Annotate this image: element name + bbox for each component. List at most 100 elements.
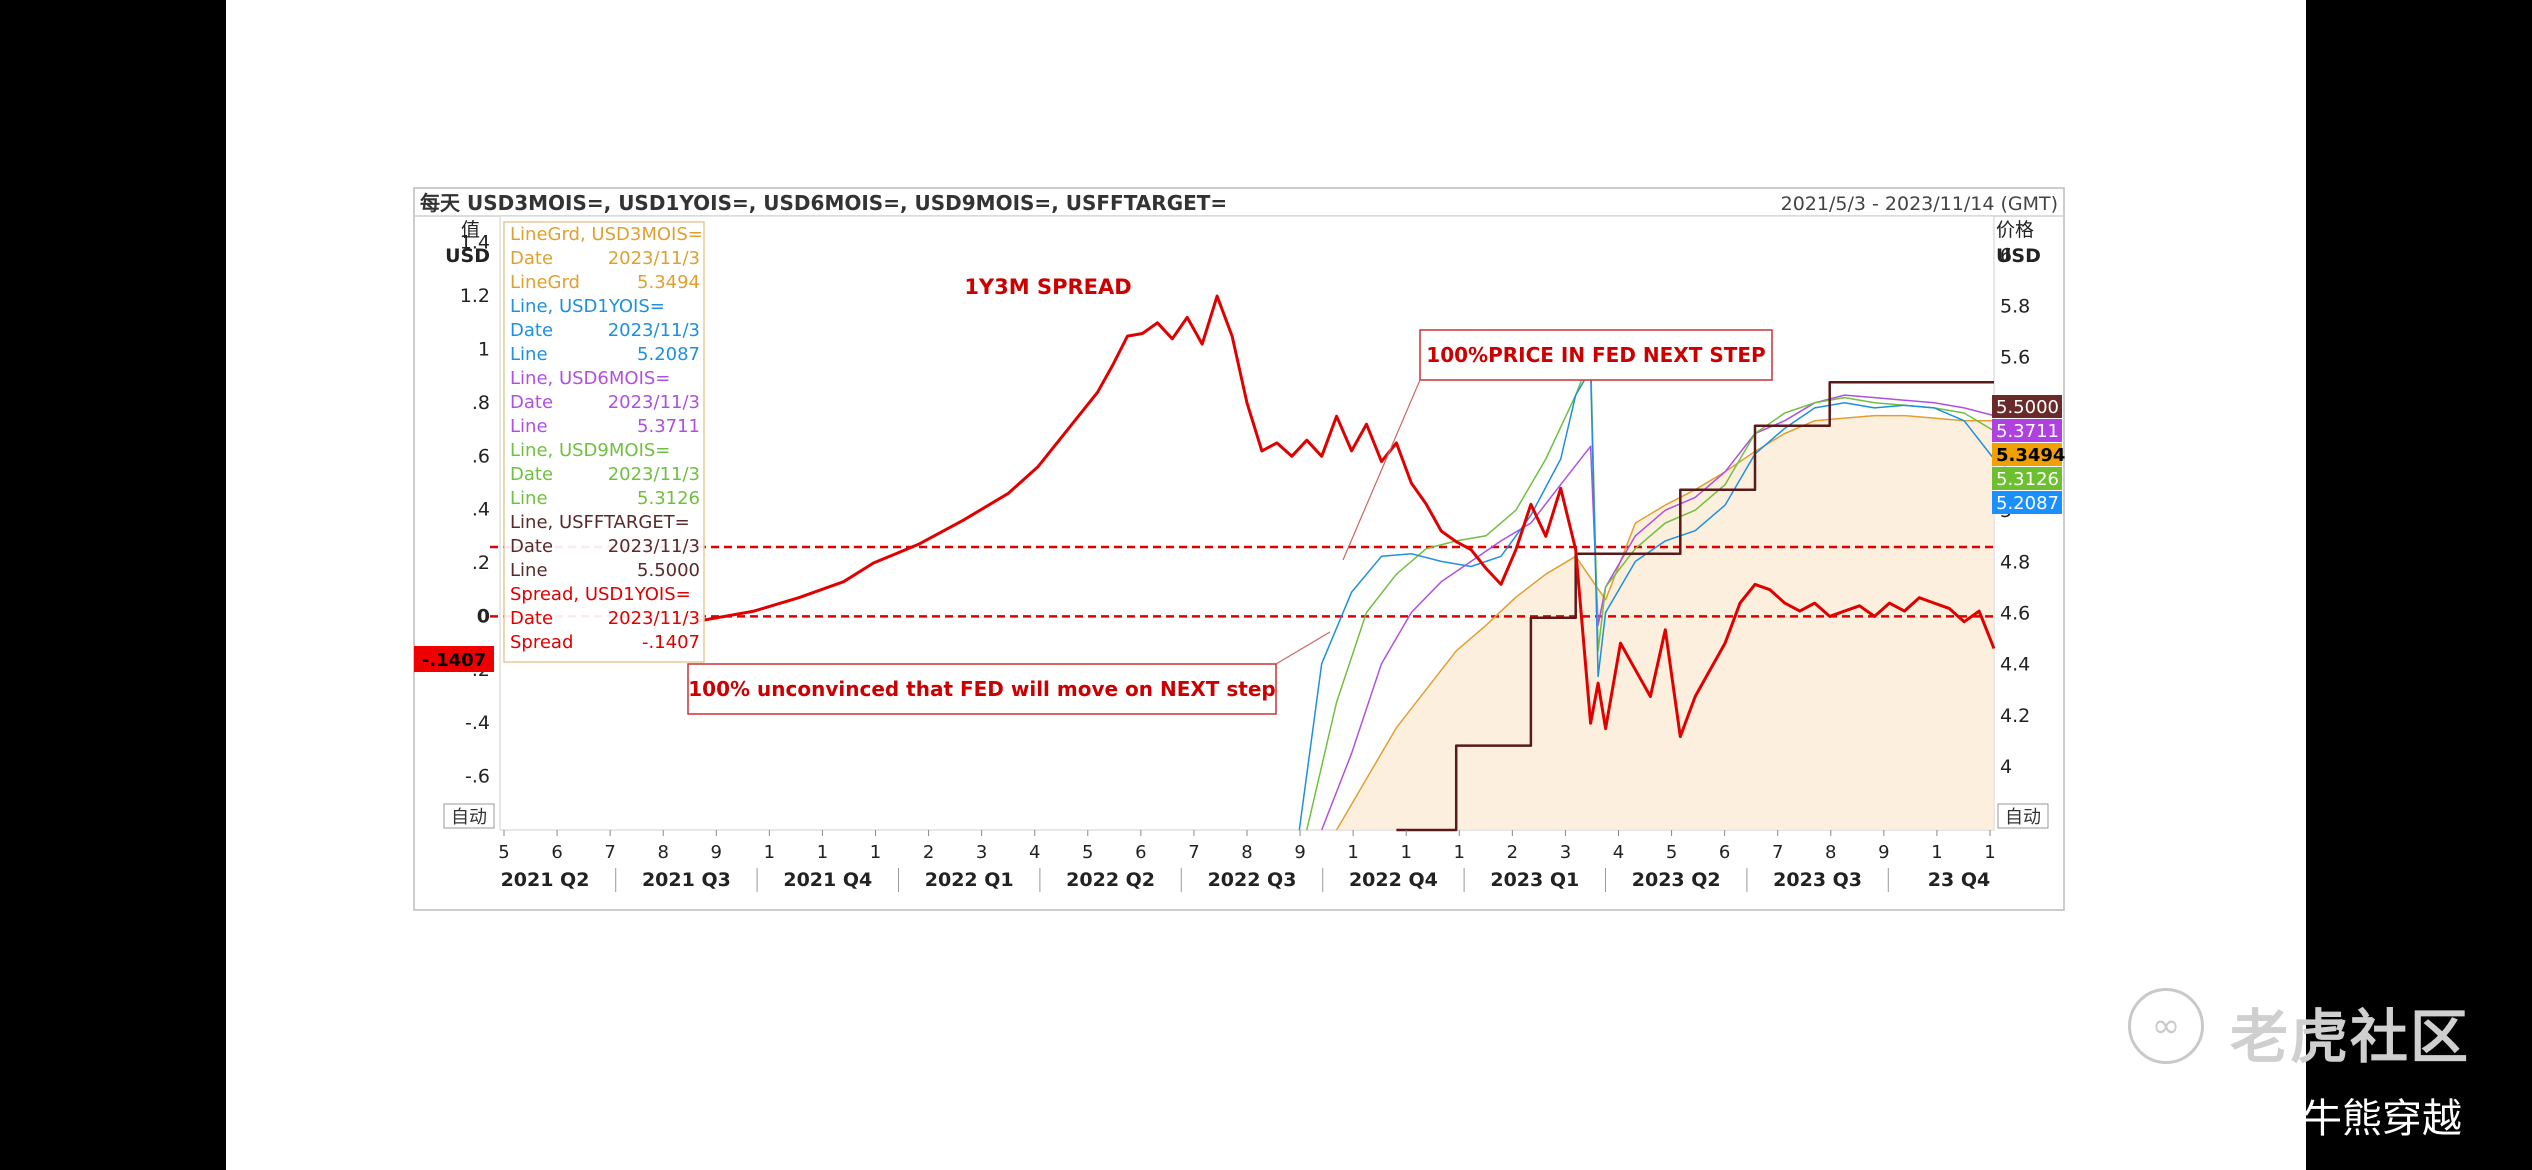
fill-layer — [1336, 415, 1994, 830]
lower-annotation-pointer — [1275, 631, 1331, 665]
x-tick-label: 7 — [1772, 842, 1783, 863]
value-tag-label: 5.2087 — [1996, 493, 2059, 514]
legend-value: 5.3711 — [637, 416, 700, 437]
x-quarter-label: 2021 Q2 — [501, 869, 590, 891]
x-tick-label: 3 — [976, 842, 987, 863]
left-value-badge — [414, 646, 494, 672]
x-tick-label: 1 — [1454, 842, 1465, 863]
watermark-brand: 老虎社区 — [2230, 1003, 2471, 1071]
legend-value: 5.3494 — [637, 272, 700, 293]
left-axis-ticks: 1.41.21.8.6.4.20-.2-.4-.6 — [460, 232, 490, 788]
left-tick-label: .6 — [472, 445, 490, 467]
series-line — [1335, 414, 1994, 831]
x-quarter-label: 2022 Q1 — [925, 869, 1014, 891]
right-auto-button[interactable] — [1997, 803, 2049, 829]
series-fill-usd3mois — [1336, 415, 1994, 830]
right-auto-label: 自动 — [2005, 807, 2041, 828]
chart-date-range: 2021/5/3 - 2023/11/14 (GMT) — [1781, 193, 2058, 215]
legend-date-label: Date — [510, 608, 553, 629]
x-tick-label: 6 — [1719, 842, 1730, 863]
legend-type-label: LineGrd — [510, 272, 580, 293]
value-tag — [1992, 395, 2062, 418]
x-quarter-label: 2021 Q4 — [783, 869, 872, 891]
left-tick-label: 1.4 — [460, 232, 490, 254]
left-tick-label: 1.2 — [460, 285, 490, 307]
x-tick-label: 4 — [1613, 842, 1624, 863]
x-tick-label: 2 — [923, 842, 934, 863]
value-tag-label: 5.5000 — [1996, 397, 2059, 418]
x-quarter-label: 2023 Q3 — [1773, 869, 1862, 891]
x-tick-label: 9 — [1878, 842, 1889, 863]
legend-type-label: Line — [510, 488, 548, 509]
left-tick-label: 0 — [477, 605, 490, 627]
series-line — [1396, 381, 1994, 832]
legend-value: -.1407 — [642, 632, 700, 653]
legend-date-value: 2023/11/3 — [608, 536, 700, 557]
x-quarter-label: 2023 Q2 — [1632, 869, 1721, 891]
x-quarter-label: 2022 Q3 — [1208, 869, 1297, 891]
legend-value: 5.3126 — [637, 488, 700, 509]
right-tick-label: 5.8 — [2000, 296, 2030, 318]
legend-date-label: Date — [510, 392, 553, 413]
series-line — [693, 294, 1996, 739]
series-line — [1298, 368, 1995, 831]
x-tick-label: 1 — [1931, 842, 1942, 863]
right-tick-label: 4.8 — [2000, 551, 2030, 573]
right-tick-label: 4.2 — [2000, 705, 2030, 727]
legend-date-value: 2023/11/3 — [608, 464, 700, 485]
right-tick-label: 4 — [2000, 756, 2012, 778]
legend-series-name: LineGrd, USD3MOIS= — [510, 224, 703, 245]
left-axis-unit-top: 值 — [461, 219, 480, 241]
x-tick-label: 7 — [604, 842, 615, 863]
lower-annotation-text: 100% unconvinced that FED will move on N… — [688, 677, 1275, 701]
left-tick-label: -.4 — [465, 712, 490, 734]
right-tick-label: 6 — [2000, 244, 2012, 266]
left-auto-label: 自动 — [451, 807, 487, 828]
legend-value: 5.2087 — [637, 344, 700, 365]
value-tag-label: 5.3711 — [1996, 421, 2059, 442]
x-tick-label: 5 — [1666, 842, 1677, 863]
value-tag — [1992, 491, 2062, 514]
x-tick-label: 7 — [1188, 842, 1199, 863]
legend: LineGrd, USD3MOIS= Date 2023/11/3 LineGrd 5.… — [510, 224, 703, 653]
right-axis-unit-top: 价格 — [1996, 219, 2034, 241]
x-quarter-label: 23 Q4 — [1928, 869, 1990, 891]
left-tick-label: 1 — [478, 338, 490, 360]
legend-date-label: Date — [510, 536, 553, 557]
x-tick-label: 6 — [551, 842, 562, 863]
legend-date-value: 2023/11/3 — [608, 392, 700, 413]
value-tag-label: 5.3126 — [1996, 469, 2059, 490]
legend-date-label: Date — [510, 464, 553, 485]
x-quarter-label: 2022 Q2 — [1066, 869, 1155, 891]
left-value-badge-label: -.1407 — [422, 650, 486, 671]
x-quarter-label: 2023 Q1 — [1490, 869, 1579, 891]
x-tick-label: 1 — [1347, 842, 1358, 863]
legend-date-value: 2023/11/3 — [608, 320, 700, 341]
x-tick-label: 3 — [1560, 842, 1571, 863]
legend-series-name: Line, USD9MOIS= — [510, 440, 670, 461]
left-tick-label: .8 — [472, 392, 490, 414]
spread-title-annotation: 1Y3M SPREAD — [964, 275, 1131, 299]
series-line — [1321, 394, 1995, 831]
x-quarter-label: 2022 Q4 — [1349, 869, 1438, 891]
x-tick-label: 5 — [498, 842, 509, 863]
legend-type-label: Line — [510, 560, 548, 581]
lower-annotation-box — [687, 663, 1277, 715]
x-tick-label: 9 — [1294, 842, 1305, 863]
left-auto-button[interactable] — [443, 803, 495, 829]
x-quarter-label: 2021 Q3 — [642, 869, 731, 891]
legend-series-name: Spread, USD1YOIS= — [510, 584, 691, 605]
value-tag — [1992, 443, 2062, 466]
left-tick-label: .4 — [472, 499, 490, 521]
reference-lines — [490, 545, 1994, 618]
series-line — [1306, 355, 1995, 831]
x-tick-label: 1 — [1400, 842, 1411, 863]
right-tick-label: 4.4 — [2000, 654, 2030, 676]
x-tick-label: 2 — [1507, 842, 1518, 863]
watermark-handle: @牛熊穿越 — [2262, 1096, 2462, 1142]
legend-date-value: 2023/11/3 — [608, 608, 700, 629]
watermark-logo-icon: ∞ — [2128, 988, 2204, 1064]
value-tag-label: 5.3494 — [1996, 445, 2065, 466]
x-tick-label: 8 — [657, 842, 668, 863]
